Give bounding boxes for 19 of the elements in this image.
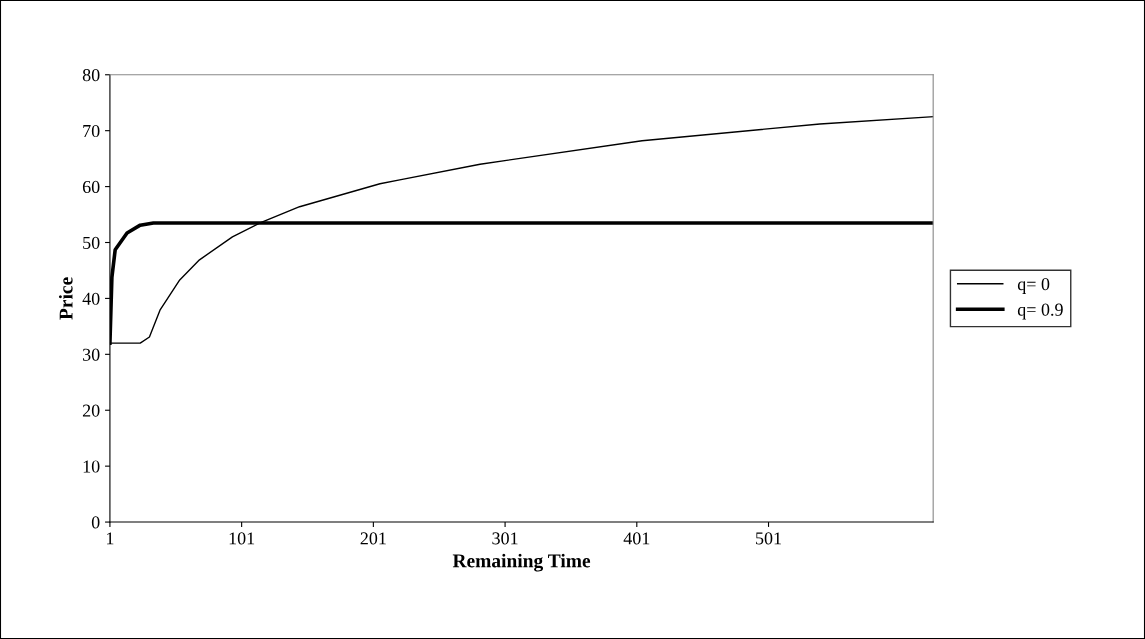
- y-tick-label: 50: [83, 236, 100, 249]
- y-tick-label: 40: [82, 292, 100, 305]
- y-tick-label: 0: [91, 516, 100, 529]
- y-axis-title: Price: [58, 277, 73, 320]
- x-tick-label: 401: [623, 532, 650, 545]
- x-tick-label: 101: [229, 532, 255, 545]
- x-tick-label: 1: [106, 532, 114, 545]
- y-tick-label: 80: [82, 69, 100, 82]
- x-tick-label: 301: [492, 532, 518, 545]
- legend-label: q= 0.9: [1017, 303, 1063, 320]
- y-tick-label: 10: [83, 460, 100, 473]
- x-axis-title: Remaining Time: [452, 553, 591, 572]
- y-tick-label: 70: [83, 124, 100, 138]
- legend-label: q= 0: [1017, 278, 1050, 294]
- y-tick-label: 30: [83, 348, 100, 361]
- x-tick-label: 201: [360, 532, 386, 545]
- x-tick-label: 501: [756, 532, 781, 545]
- y-tick-label: 60: [82, 180, 100, 194]
- y-tick-label: 20: [82, 404, 100, 417]
